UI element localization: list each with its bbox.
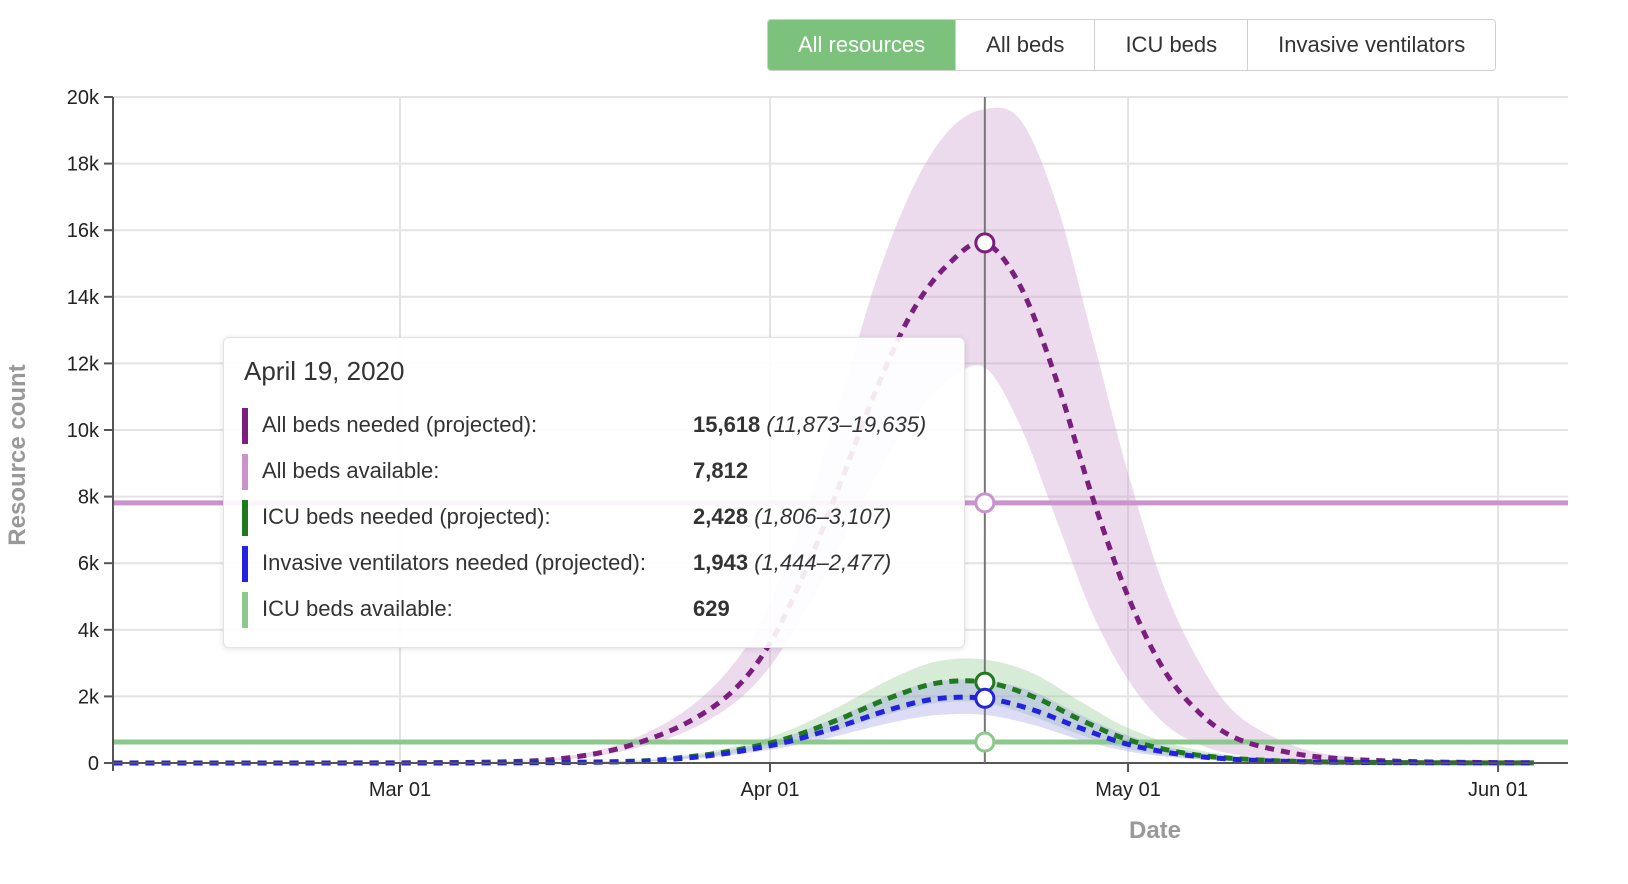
tooltip-swatch bbox=[242, 500, 248, 536]
tooltip-swatch bbox=[242, 454, 248, 490]
hover-marker bbox=[974, 687, 996, 709]
y-tick-label: 2k bbox=[78, 686, 100, 708]
y-tick-label: 8k bbox=[78, 487, 100, 509]
tooltip-row-all-beds-available: All beds available: 7,812 bbox=[242, 454, 952, 490]
y-tick-label: 14k bbox=[67, 287, 100, 309]
tooltip-swatch bbox=[242, 592, 248, 628]
tooltip-row-icu-beds-available: ICU beds available: 629 bbox=[242, 592, 952, 628]
tooltip-swatch bbox=[242, 408, 248, 444]
y-tick-label: 6k bbox=[78, 553, 100, 575]
x-tick-label: Apr 01 bbox=[741, 779, 800, 801]
x-tick-label: May 01 bbox=[1095, 779, 1161, 801]
y-tick-label: 12k bbox=[67, 353, 100, 375]
tooltip-date: April 19, 2020 bbox=[244, 356, 405, 386]
tooltip-value: 629 bbox=[693, 596, 730, 621]
hover-marker bbox=[974, 492, 996, 514]
y-tick-label: 0 bbox=[88, 753, 99, 775]
tooltip-row-all-beds-needed: All beds needed (projected): 15,618 (11,… bbox=[242, 408, 952, 444]
y-axis-title: Resource count bbox=[4, 364, 31, 545]
chart-tooltip: April 19, 2020 All beds needed (projecte… bbox=[223, 337, 965, 648]
x-tick-label: Jun 01 bbox=[1468, 779, 1528, 801]
tooltip-row-ventilators-needed: Invasive ventilators needed (projected):… bbox=[242, 546, 952, 582]
tooltip-swatch bbox=[242, 546, 248, 582]
y-tick-label: 20k bbox=[67, 87, 100, 109]
x-axis-title: Date bbox=[1129, 817, 1181, 844]
tooltip-label: All beds needed (projected): bbox=[262, 412, 538, 437]
tooltip-row-icu-beds-needed: ICU beds needed (projected): 2,428 (1,80… bbox=[242, 500, 952, 536]
tooltip-value: 1,943 (1,444–2,477) bbox=[693, 550, 892, 575]
tooltip-value: 7,812 bbox=[693, 458, 749, 483]
invasive-ventilators-button[interactable]: Invasive ventilators bbox=[1248, 20, 1496, 70]
tooltip-label: ICU beds available: bbox=[262, 596, 453, 621]
hover-marker bbox=[974, 232, 996, 254]
uncertainty-band bbox=[113, 658, 1534, 764]
y-tick-label: 16k bbox=[67, 220, 100, 242]
tooltip-value: 2,428 (1,806–3,107) bbox=[693, 504, 892, 529]
tooltip-value: 15,618 (11,873–19,635) bbox=[693, 412, 927, 437]
y-tick-label: 4k bbox=[78, 620, 100, 642]
tooltip-label: ICU beds needed (projected): bbox=[262, 504, 551, 529]
tooltip-label: All beds available: bbox=[262, 458, 440, 483]
resource-toggle-group: All resources All beds ICU beds Invasive… bbox=[767, 19, 1497, 71]
projected-line bbox=[113, 678, 1534, 766]
hover-marker bbox=[974, 731, 996, 753]
all-beds-button[interactable]: All beds bbox=[956, 20, 1096, 70]
y-tick-label: 18k bbox=[67, 154, 100, 176]
icu-beds-button[interactable]: ICU beds bbox=[1095, 20, 1249, 70]
all-resources-button[interactable]: All resources bbox=[768, 20, 957, 70]
tooltip-label: Invasive ventilators needed (projected): bbox=[262, 550, 646, 575]
x-tick-label: Mar 01 bbox=[369, 779, 431, 801]
projected-line bbox=[113, 239, 1534, 766]
y-tick-label: 10k bbox=[67, 420, 100, 442]
projected-line bbox=[113, 694, 1534, 766]
